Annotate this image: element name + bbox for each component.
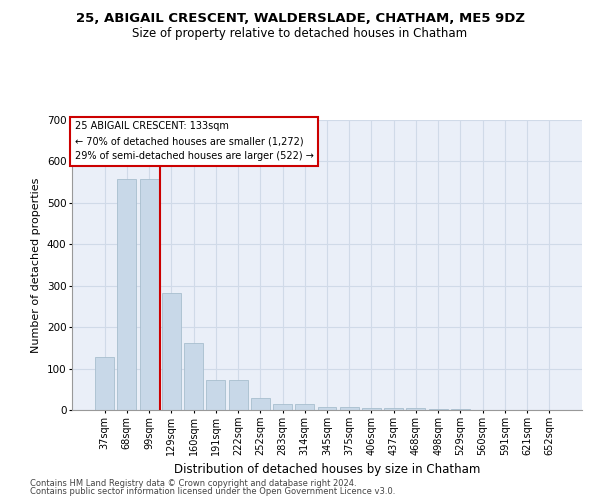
Bar [162, 293, 181, 410]
Bar [251, 398, 270, 410]
Bar [429, 409, 448, 410]
Text: Size of property relative to detached houses in Chatham: Size of property relative to detached ho… [133, 28, 467, 40]
Bar [451, 409, 470, 410]
Bar [273, 404, 292, 410]
Bar [295, 404, 314, 410]
Bar [384, 408, 403, 410]
Bar [140, 179, 158, 410]
Text: Contains public sector information licensed under the Open Government Licence v3: Contains public sector information licen… [30, 487, 395, 496]
Y-axis label: Number of detached properties: Number of detached properties [31, 178, 41, 352]
Text: 25 ABIGAIL CRESCENT: 133sqm
← 70% of detached houses are smaller (1,272)
29% of : 25 ABIGAIL CRESCENT: 133sqm ← 70% of det… [74, 122, 313, 161]
Bar [184, 343, 203, 410]
Bar [206, 380, 225, 410]
Bar [317, 406, 337, 410]
Bar [406, 408, 425, 410]
Bar [340, 406, 359, 410]
Bar [362, 408, 381, 410]
X-axis label: Distribution of detached houses by size in Chatham: Distribution of detached houses by size … [174, 464, 480, 476]
Bar [118, 179, 136, 410]
Bar [229, 380, 248, 410]
Text: Contains HM Land Registry data © Crown copyright and database right 2024.: Contains HM Land Registry data © Crown c… [30, 478, 356, 488]
Text: 25, ABIGAIL CRESCENT, WALDERSLADE, CHATHAM, ME5 9DZ: 25, ABIGAIL CRESCENT, WALDERSLADE, CHATH… [76, 12, 524, 26]
Bar [95, 357, 114, 410]
